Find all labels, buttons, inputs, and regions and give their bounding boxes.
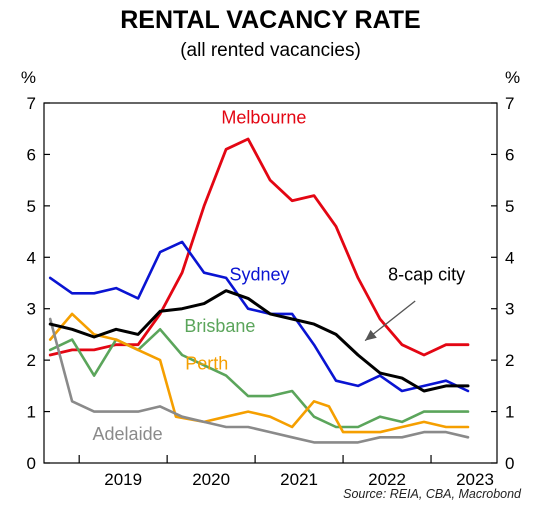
x-tick-label: 2019 bbox=[104, 470, 142, 489]
series-label-melbourne: Melbourne bbox=[221, 108, 306, 128]
y-tick-label-right: 7 bbox=[505, 94, 514, 113]
y-tick-label-left: 2 bbox=[27, 351, 36, 370]
series-label-sydney: Sydney bbox=[229, 264, 289, 284]
chart-subtitle: (all rented vacancies) bbox=[180, 40, 361, 61]
chart-title: RENTAL VACANCY RATE bbox=[120, 6, 421, 34]
series-line-8-cap-city bbox=[48, 289, 470, 393]
y-unit-right: % bbox=[505, 68, 520, 87]
y-tick-label-right: 1 bbox=[505, 403, 514, 422]
y-tick-label-left: 5 bbox=[27, 197, 36, 216]
series-label-adelaide: Adelaide bbox=[93, 424, 163, 444]
y-tick-label-right: 6 bbox=[505, 145, 514, 164]
y-tick-label-left: 6 bbox=[27, 145, 36, 164]
y-unit-left: % bbox=[21, 68, 36, 87]
y-tick-label-left: 1 bbox=[27, 403, 36, 422]
series-line-perth bbox=[48, 312, 470, 434]
plot-frame bbox=[43, 102, 498, 464]
series-label-perth: Perth bbox=[185, 353, 228, 373]
y-tick-label-right: 4 bbox=[505, 248, 514, 267]
series-label-8-cap-city: 8-cap city bbox=[388, 264, 465, 284]
y-tick-label-right: 2 bbox=[505, 351, 514, 370]
y-tick-label-right: 0 bbox=[505, 454, 514, 473]
series-line-melbourne bbox=[48, 137, 470, 357]
series-line-sydney bbox=[48, 240, 470, 393]
x-tick-label: 2023 bbox=[456, 470, 494, 489]
x-tick-label: 2020 bbox=[192, 470, 230, 489]
y-tick-label-right: 3 bbox=[505, 300, 514, 319]
series-label-brisbane: Brisbane bbox=[184, 316, 255, 336]
y-tick-label-right: 5 bbox=[505, 197, 514, 216]
source-note: Source: REIA, CBA, Macrobond bbox=[343, 487, 521, 501]
y-tick-label-left: 3 bbox=[27, 300, 36, 319]
x-tick-label: 2021 bbox=[280, 470, 318, 489]
y-tick-label-left: 4 bbox=[27, 248, 36, 267]
y-tick-label-left: 7 bbox=[27, 94, 36, 113]
series-line-adelaide bbox=[48, 317, 470, 444]
annotation-arrow-head bbox=[365, 329, 377, 341]
y-tick-label-left: 0 bbox=[27, 454, 36, 473]
x-tick-label: 2022 bbox=[368, 470, 406, 489]
